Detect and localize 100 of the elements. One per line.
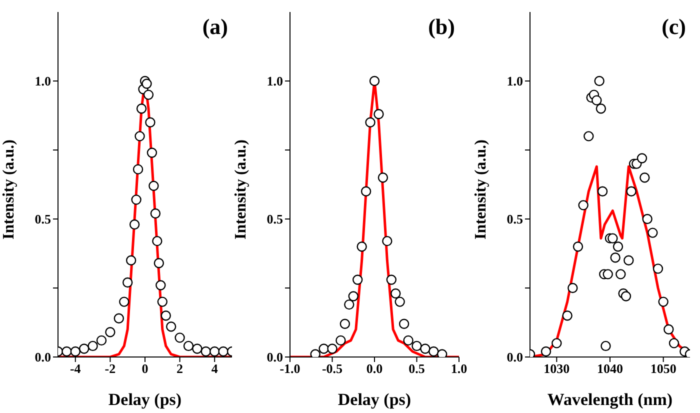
point [122, 277, 133, 288]
point [192, 344, 202, 354]
point [394, 296, 405, 307]
point [352, 274, 363, 285]
point [600, 340, 611, 352]
point [156, 280, 166, 290]
point [668, 338, 680, 348]
x-tick-label: 1.0 [450, 361, 468, 376]
annotation: (c) [662, 14, 686, 40]
point [88, 340, 98, 352]
point [592, 95, 602, 106]
y-axis-title: Intensity (a.u.) [472, 139, 490, 240]
point [96, 335, 107, 346]
point [152, 236, 162, 246]
point [403, 335, 414, 346]
point [552, 338, 562, 348]
point [70, 346, 80, 357]
point [210, 346, 220, 357]
point [166, 322, 176, 332]
point [62, 346, 72, 357]
point [594, 76, 604, 86]
point [131, 194, 142, 205]
point [340, 318, 350, 329]
y-axis-title: Intensity (a.u.) [232, 139, 250, 240]
point [132, 164, 144, 174]
x-tick-label: -0.5 [322, 361, 344, 376]
point [146, 148, 158, 158]
point [142, 78, 152, 89]
point [136, 104, 147, 114]
x-tick-label: 4 [211, 361, 218, 376]
x-tick-label: -4 [70, 361, 82, 376]
point [145, 117, 156, 128]
x-tick-label: -2 [104, 361, 116, 376]
y-axis-title: Intensity (a.u.) [0, 139, 18, 240]
point [428, 346, 439, 357]
point [620, 291, 632, 302]
point [148, 180, 159, 191]
point [150, 208, 161, 219]
point [365, 117, 376, 128]
point [378, 172, 388, 183]
point [437, 349, 448, 357]
point [562, 310, 572, 321]
point [183, 340, 194, 352]
y-tick-label: 1.0 [34, 74, 51, 89]
point [374, 109, 384, 120]
point [126, 255, 136, 266]
point [344, 299, 354, 310]
x-axis-title: Wavelength (nm) [547, 390, 673, 409]
point [640, 172, 650, 183]
x-tick-label: 2 [176, 361, 184, 376]
point [624, 255, 634, 266]
point [612, 242, 624, 252]
point [597, 186, 608, 196]
point [360, 186, 372, 196]
x-tick-label: 1040 [597, 361, 623, 376]
point [636, 153, 648, 164]
point [105, 327, 116, 338]
point [398, 318, 410, 329]
point [79, 344, 90, 354]
point [310, 349, 320, 357]
point [174, 332, 185, 343]
point [218, 346, 228, 357]
point [642, 214, 652, 224]
y-tick-label: 0.5 [266, 212, 284, 227]
x-tick-label: 1030 [544, 361, 570, 376]
point [596, 104, 606, 114]
x-axis-title: Delay (ps) [108, 390, 182, 409]
y-tick-label: 0.0 [506, 350, 523, 365]
point [584, 131, 594, 142]
point [658, 296, 668, 307]
point [336, 335, 346, 346]
x-tick-label: 0.5 [408, 361, 426, 376]
x-tick-label: 1050 [650, 361, 676, 376]
y-tick-label: 1.0 [506, 74, 523, 89]
point [568, 282, 578, 294]
point [664, 324, 674, 334]
point [540, 346, 552, 357]
point [119, 296, 130, 307]
point [578, 200, 588, 210]
point [129, 219, 140, 230]
point [348, 291, 358, 302]
annotation: (a) [202, 14, 228, 40]
point [616, 269, 626, 280]
x-tick-label: 0 [142, 361, 148, 376]
point [420, 344, 430, 354]
point [648, 228, 658, 238]
point [134, 131, 145, 142]
point [114, 313, 124, 324]
point [318, 344, 329, 354]
point [386, 274, 396, 285]
point [143, 90, 154, 100]
point [157, 296, 168, 307]
point [382, 236, 392, 246]
y-tick-label: 1.0 [266, 74, 283, 89]
point [626, 186, 636, 196]
point [572, 242, 584, 252]
x-axis-title: Delay (ps) [338, 390, 412, 409]
x-tick-label: 0.0 [366, 361, 383, 376]
point [154, 258, 164, 268]
point [369, 76, 380, 86]
